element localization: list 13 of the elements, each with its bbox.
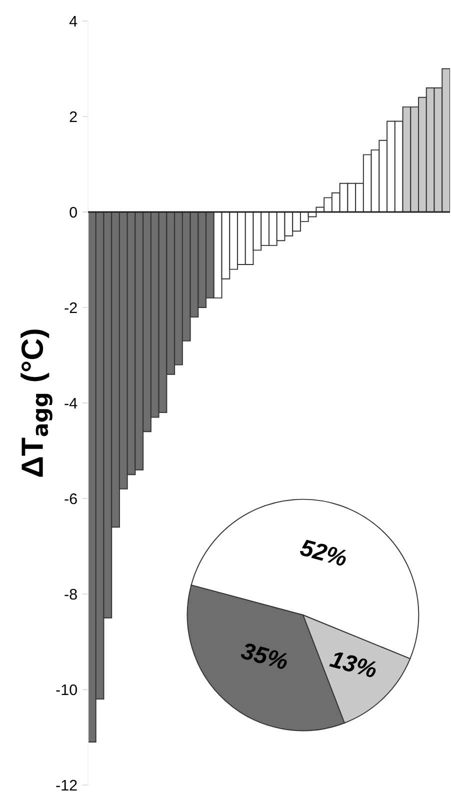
y-tick-label: 4	[69, 16, 78, 27]
y-axis-title: ΔT$_{agg}$ (°C)	[20, 330, 52, 477]
y-tick-label: -8	[64, 588, 77, 600]
y-tick-label: -10	[56, 684, 77, 696]
y-tick-label: 2	[70, 111, 77, 122]
y-tick-label: -4	[64, 398, 78, 409]
y-tick-label: -2	[64, 302, 77, 314]
y-tick-label: -12	[56, 780, 77, 791]
y-tick-label: -6	[64, 493, 77, 504]
data-label: 35%	[240, 642, 290, 670]
data-label: 52%	[299, 538, 348, 567]
y-tick-label: 0	[70, 206, 77, 218]
data-label: 13%	[329, 650, 378, 678]
